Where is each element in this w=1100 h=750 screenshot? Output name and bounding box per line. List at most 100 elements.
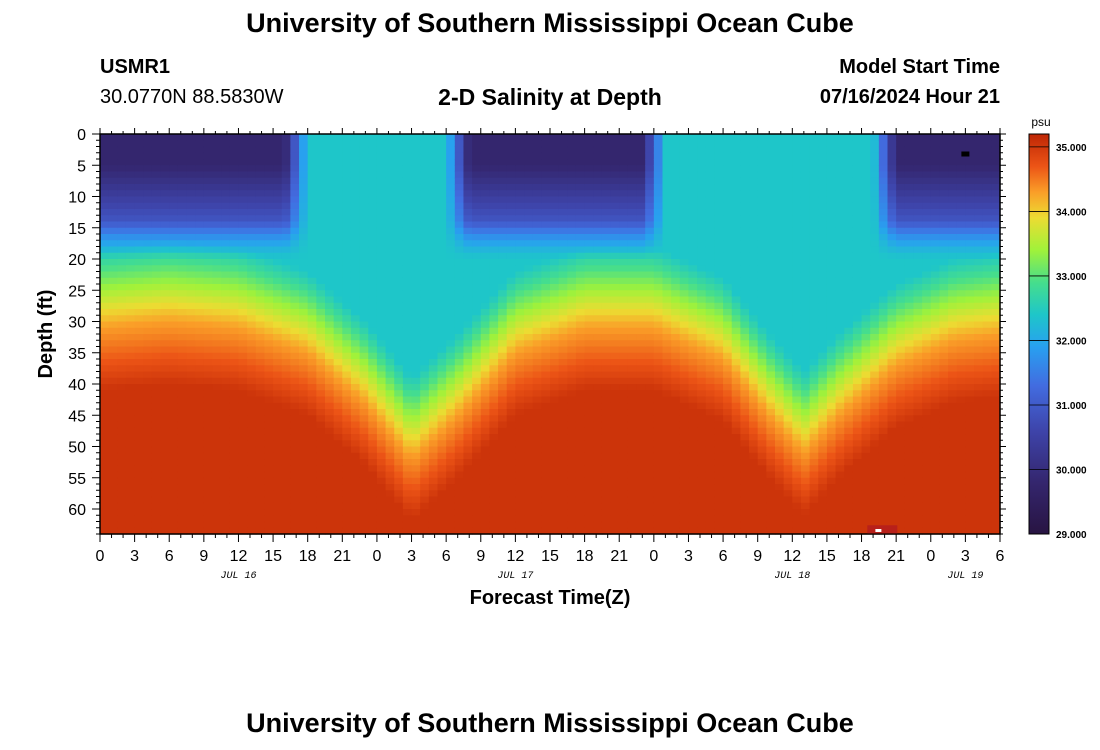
heatmap-cell — [480, 209, 491, 216]
heatmap-cell — [454, 509, 465, 516]
heatmap-cell — [221, 196, 231, 204]
heatmap-cell — [290, 327, 300, 335]
heatmap-cell — [134, 440, 144, 448]
heatmap-cell — [584, 221, 594, 229]
heatmap-cell — [385, 252, 395, 260]
heatmap-cell — [247, 352, 257, 360]
heatmap-cell — [273, 340, 283, 348]
heatmap-cell — [723, 165, 733, 173]
heatmap-cell — [134, 302, 144, 310]
heatmap-cell — [342, 402, 352, 410]
heatmap-cell — [671, 134, 681, 141]
heatmap-cell — [705, 196, 716, 204]
heatmap-cell — [541, 171, 551, 179]
heatmap-cell — [489, 196, 499, 204]
heatmap-cell — [238, 402, 248, 410]
heatmap-cell — [385, 309, 395, 316]
heatmap-cell — [143, 509, 153, 516]
heatmap-cell — [255, 496, 266, 504]
heatmap-cell — [100, 440, 110, 448]
heatmap-cell — [151, 446, 162, 454]
heatmap-cell — [411, 509, 421, 516]
heatmap-cell — [679, 184, 690, 191]
heatmap-cell — [376, 384, 387, 391]
heatmap-cell — [541, 352, 551, 360]
heatmap-cell — [411, 290, 421, 298]
heatmap-cell — [679, 471, 690, 479]
heatmap-cell — [221, 240, 231, 248]
heatmap-cell — [281, 140, 291, 148]
heatmap-cell — [437, 359, 447, 366]
heatmap-cell — [593, 452, 603, 460]
heatmap-cell — [645, 452, 655, 460]
heatmap-cell — [376, 346, 387, 354]
heatmap-cell — [151, 171, 162, 179]
heatmap-cell — [238, 277, 248, 285]
heatmap-cell — [740, 359, 750, 366]
heatmap-cell — [238, 515, 248, 523]
heatmap-cell — [411, 502, 421, 510]
heatmap-cell — [472, 227, 482, 235]
heatmap-cell — [679, 490, 690, 498]
heatmap-cell — [203, 196, 214, 204]
heatmap-cell — [610, 384, 620, 391]
heatmap-cell — [480, 346, 491, 354]
heatmap-cell — [472, 259, 482, 266]
heatmap-cell — [731, 446, 741, 454]
heatmap-cell — [498, 165, 508, 173]
heatmap-cell — [636, 302, 646, 310]
heatmap-cell — [342, 309, 352, 316]
heatmap-cell — [100, 465, 110, 473]
heatmap-cell — [437, 384, 447, 391]
heatmap-cell — [195, 509, 205, 516]
heatmap-cell — [437, 490, 447, 498]
heatmap-cell — [662, 302, 672, 310]
heatmap-cell — [619, 484, 629, 491]
heatmap-cell — [264, 165, 274, 173]
heatmap-cell — [229, 352, 240, 360]
heatmap-cell — [117, 202, 127, 210]
heatmap-cell — [524, 415, 534, 423]
heatmap-cell — [325, 215, 335, 223]
heatmap-cell — [376, 521, 387, 529]
heatmap-cell — [679, 252, 690, 260]
heatmap-cell — [619, 290, 629, 298]
heatmap-cell — [688, 202, 698, 210]
heatmap-cell — [515, 502, 525, 510]
heatmap-cell — [610, 359, 620, 366]
heatmap-cell — [749, 227, 759, 235]
heatmap-cell — [238, 327, 248, 335]
heatmap-cell — [463, 365, 473, 373]
heatmap-cell — [247, 446, 257, 454]
heatmap-cell — [100, 146, 110, 154]
heatmap-cell — [697, 359, 707, 366]
heatmap-cell — [281, 340, 291, 348]
heatmap-cell — [653, 352, 664, 360]
heatmap-cell — [368, 221, 378, 229]
heatmap-cell — [671, 521, 681, 529]
heatmap-cell — [307, 284, 317, 291]
heatmap-cell — [446, 490, 456, 498]
heatmap-cell — [307, 227, 317, 235]
heatmap-cell — [662, 346, 672, 354]
heatmap-cell — [619, 284, 629, 291]
heatmap-cell — [480, 390, 491, 398]
heatmap-cell — [316, 515, 326, 523]
heatmap-cell — [247, 165, 257, 173]
heatmap-cell — [757, 421, 767, 429]
heatmap-cell — [532, 315, 542, 323]
heatmap-cell — [627, 140, 638, 148]
heatmap-cell — [264, 334, 274, 341]
heatmap-cell — [446, 321, 456, 329]
heatmap-cell — [281, 246, 291, 254]
heatmap-cell — [307, 509, 317, 516]
heatmap-cell — [636, 371, 646, 379]
heatmap-cell — [593, 152, 603, 160]
heatmap-cell — [757, 165, 767, 173]
heatmap-cell — [160, 309, 170, 316]
heatmap-cell — [714, 496, 724, 504]
heatmap-cell — [402, 409, 413, 416]
heatmap-cell — [143, 434, 153, 441]
heatmap-cell — [671, 259, 681, 266]
heatmap-cell — [238, 321, 248, 329]
